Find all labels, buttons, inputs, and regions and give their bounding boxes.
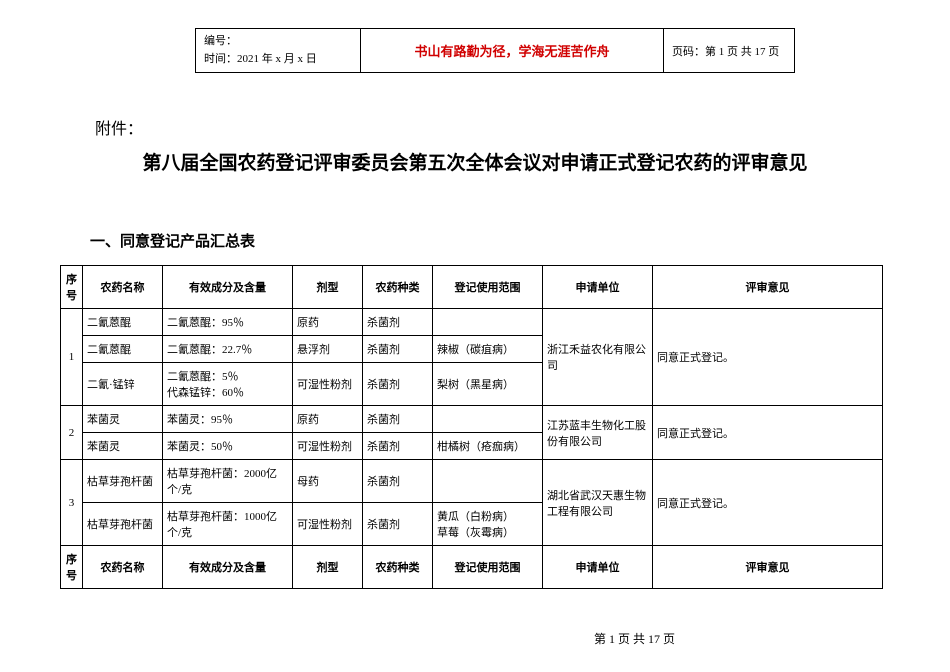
table-row: 1二氰蒽醌二氰蒽醌：95％原药杀菌剂浙江禾益农化有限公司同意正式登记。 bbox=[61, 309, 883, 336]
time-label: 时间： bbox=[204, 53, 237, 65]
cell-ingredient: 二氰蒽醌：95％ bbox=[163, 309, 293, 336]
time-value: 2021 年 x 月 x 日 bbox=[237, 53, 317, 65]
cell-name: 二氰·锰锌 bbox=[83, 363, 163, 406]
col-type-header: 农药种类 bbox=[363, 266, 433, 309]
cell-scope: 黄瓜（白粉病） 草莓（灰霉病） bbox=[433, 503, 543, 546]
cell-type: 杀菌剂 bbox=[363, 406, 433, 433]
table-footer-row: 序号 农药名称 有效成分及含量 剂型 农药种类 登记使用范围 申请单位 评审意见 bbox=[61, 546, 883, 589]
col-scope-header: 登记使用范围 bbox=[433, 266, 543, 309]
page-footer: 第 1 页 共 17 页 bbox=[594, 630, 675, 647]
cell-scope: 辣椒（碳疽病） bbox=[433, 336, 543, 363]
col-ingredient-footer: 有效成分及含量 bbox=[163, 546, 293, 589]
header-motto: 书山有路勤为径，学海无涯苦作舟 bbox=[361, 29, 664, 72]
cell-seq: 3 bbox=[61, 460, 83, 546]
cell-ingredient: 苯菌灵：50％ bbox=[163, 433, 293, 460]
cell-name: 枯草芽孢杆菌 bbox=[83, 503, 163, 546]
serial-label: 编号： bbox=[204, 33, 352, 51]
cell-name: 苯菌灵 bbox=[83, 433, 163, 460]
cell-seq: 2 bbox=[61, 406, 83, 460]
col-applicant-footer: 申请单位 bbox=[543, 546, 653, 589]
cell-form: 可湿性粉剂 bbox=[293, 433, 363, 460]
col-seq-header: 序号 bbox=[61, 266, 83, 309]
cell-opinion: 同意正式登记。 bbox=[653, 406, 883, 460]
table-body: 1二氰蒽醌二氰蒽醌：95％原药杀菌剂浙江禾益农化有限公司同意正式登记。二氰蒽醌二… bbox=[61, 309, 883, 546]
cell-ingredient: 二氰蒽醌：22.7％ bbox=[163, 336, 293, 363]
cell-ingredient: 枯草芽孢杆菌：2000亿个/克 bbox=[163, 460, 293, 503]
attachment-label: 附件： bbox=[95, 115, 143, 139]
col-scope-footer: 登记使用范围 bbox=[433, 546, 543, 589]
cell-opinion: 同意正式登记。 bbox=[653, 309, 883, 406]
cell-type: 杀菌剂 bbox=[363, 433, 433, 460]
cell-scope: 梨树（黑星病） bbox=[433, 363, 543, 406]
cell-type: 杀菌剂 bbox=[363, 503, 433, 546]
cell-ingredient: 二氰蒽醌：5％ 代森锰锌：60％ bbox=[163, 363, 293, 406]
cell-opinion: 同意正式登记。 bbox=[653, 460, 883, 546]
col-applicant-header: 申请单位 bbox=[543, 266, 653, 309]
cell-applicant: 浙江禾益农化有限公司 bbox=[543, 309, 653, 406]
cell-form: 原药 bbox=[293, 406, 363, 433]
cell-name: 苯菌灵 bbox=[83, 406, 163, 433]
col-ingredient-header: 有效成分及含量 bbox=[163, 266, 293, 309]
col-seq-footer: 序号 bbox=[61, 546, 83, 589]
cell-scope bbox=[433, 309, 543, 336]
cell-scope: 柑橘树（疮痂病） bbox=[433, 433, 543, 460]
time-row: 时间：2021 年 x 月 x 日 bbox=[204, 51, 352, 69]
col-opinion-header: 评审意见 bbox=[653, 266, 883, 309]
cell-name: 二氰蒽醌 bbox=[83, 309, 163, 336]
cell-scope bbox=[433, 460, 543, 503]
col-name-header: 农药名称 bbox=[83, 266, 163, 309]
col-opinion-footer: 评审意见 bbox=[653, 546, 883, 589]
cell-form: 悬浮剂 bbox=[293, 336, 363, 363]
cell-form: 可湿性粉剂 bbox=[293, 363, 363, 406]
cell-form: 原药 bbox=[293, 309, 363, 336]
col-form-header: 剂型 bbox=[293, 266, 363, 309]
col-form-footer: 剂型 bbox=[293, 546, 363, 589]
table-row: 3枯草芽孢杆菌枯草芽孢杆菌：2000亿个/克母药杀菌剂湖北省武汉天惠生物工程有限… bbox=[61, 460, 883, 503]
header-page: 页码：第 1 页 共 17 页 bbox=[664, 29, 794, 72]
cell-ingredient: 苯菌灵：95％ bbox=[163, 406, 293, 433]
cell-seq: 1 bbox=[61, 309, 83, 406]
cell-applicant: 湖北省武汉天惠生物工程有限公司 bbox=[543, 460, 653, 546]
header-box: 编号： 时间：2021 年 x 月 x 日 书山有路勤为径，学海无涯苦作舟 页码… bbox=[195, 28, 795, 73]
registration-table: 序号 农药名称 有效成分及含量 剂型 农药种类 登记使用范围 申请单位 评审意见… bbox=[60, 265, 883, 589]
col-name-footer: 农药名称 bbox=[83, 546, 163, 589]
header-left: 编号： 时间：2021 年 x 月 x 日 bbox=[196, 29, 361, 72]
cell-type: 杀菌剂 bbox=[363, 460, 433, 503]
cell-scope bbox=[433, 406, 543, 433]
cell-type: 杀菌剂 bbox=[363, 336, 433, 363]
cell-ingredient: 枯草芽孢杆菌：1000亿个/克 bbox=[163, 503, 293, 546]
section-title: 一、同意登记产品汇总表 bbox=[90, 230, 255, 251]
table-row: 2苯菌灵苯菌灵：95％原药杀菌剂江苏蓝丰生物化工股份有限公司同意正式登记。 bbox=[61, 406, 883, 433]
cell-form: 母药 bbox=[293, 460, 363, 503]
cell-applicant: 江苏蓝丰生物化工股份有限公司 bbox=[543, 406, 653, 460]
cell-type: 杀菌剂 bbox=[363, 309, 433, 336]
col-type-footer: 农药种类 bbox=[363, 546, 433, 589]
cell-name: 二氰蒽醌 bbox=[83, 336, 163, 363]
table-header-row: 序号 农药名称 有效成分及含量 剂型 农药种类 登记使用范围 申请单位 评审意见 bbox=[61, 266, 883, 309]
main-title: 第八届全国农药登记评审委员会第五次全体会议对申请正式登记农药的评审意见 bbox=[0, 148, 950, 175]
cell-type: 杀菌剂 bbox=[363, 363, 433, 406]
cell-form: 可湿性粉剂 bbox=[293, 503, 363, 546]
cell-name: 枯草芽孢杆菌 bbox=[83, 460, 163, 503]
